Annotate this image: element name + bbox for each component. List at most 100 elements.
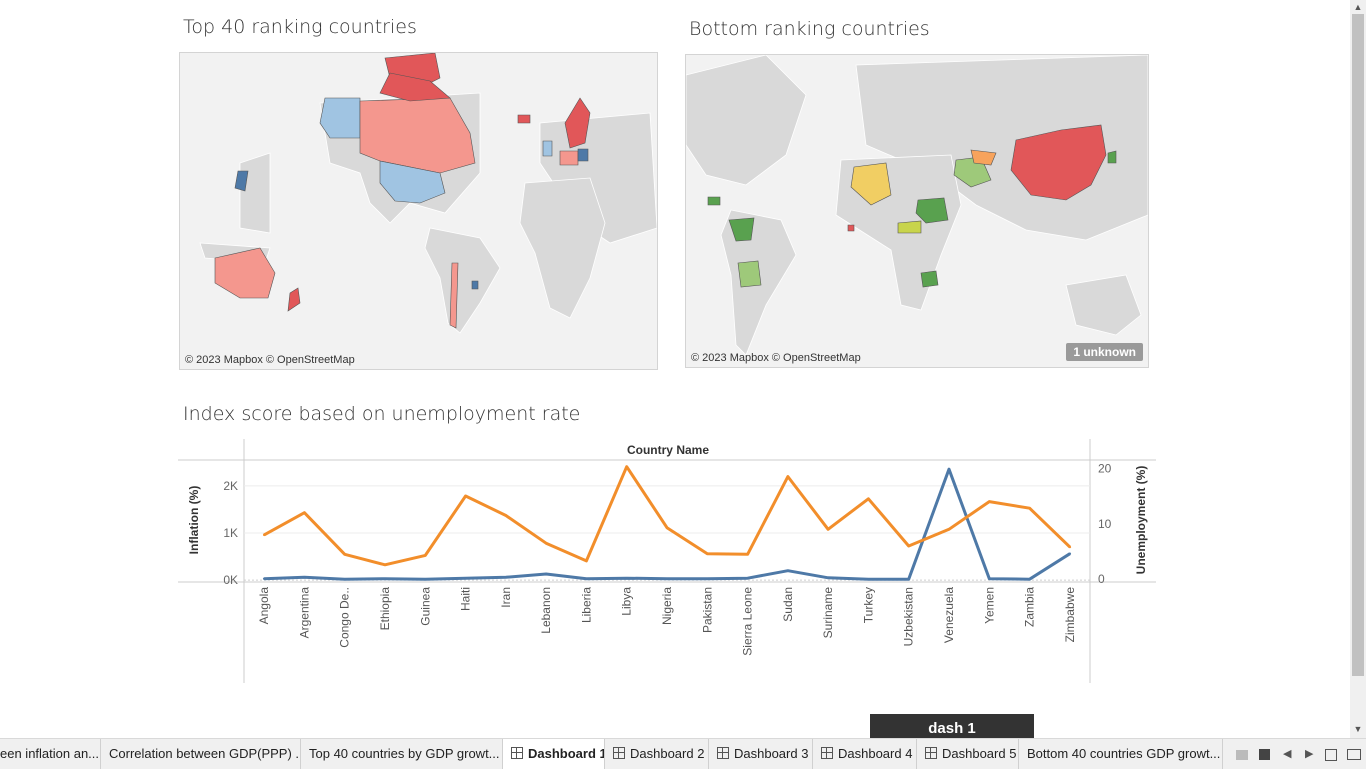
category-label: Sierra Leone: [741, 587, 755, 656]
tab-label: Dashboard 4: [838, 746, 913, 761]
tab-dashboard-4[interactable]: Dashboard 4: [813, 739, 917, 769]
scroll-up-icon[interactable]: ▲: [1353, 2, 1363, 12]
left-tick-label: 0K: [223, 573, 238, 587]
country-usa: [379, 160, 446, 204]
inflation-point: [1028, 577, 1031, 581]
tab-label: Dashboard 2: [630, 746, 705, 761]
category-label: Sudan: [781, 587, 795, 622]
category-label: Haiti: [459, 587, 473, 611]
country-bolivia: [737, 260, 762, 288]
country-uruguay: [471, 280, 479, 290]
category-label: Zambia: [1023, 587, 1037, 627]
category-label: Ethiopia: [378, 587, 392, 631]
country-canada-arctic: [379, 72, 451, 102]
inflation-point: [706, 577, 709, 580]
tab-label: Correlation between GDP(PPP) ...: [109, 746, 301, 761]
inflation-point: [1068, 552, 1072, 555]
unemployment-point: [544, 541, 548, 545]
country-japan: [234, 170, 249, 192]
category-label: Uzbekistan: [902, 587, 916, 646]
country-sudan: [915, 197, 949, 224]
chart-title: Index score based on unemployment rate: [183, 403, 581, 425]
filmstrip-view-icon[interactable]: [1236, 750, 1248, 760]
tab-label: Dashboard 3: [734, 746, 809, 761]
unknown-badge[interactable]: 1 unknown: [1066, 343, 1143, 361]
right-tick-label: 0: [1098, 572, 1105, 586]
inflation-point: [464, 577, 467, 580]
sheet-tab-bar: een inflation an... Correlation between …: [0, 738, 1366, 769]
tab-dashboard-1[interactable]: Dashboard 1: [503, 739, 605, 769]
inflation-point: [303, 576, 306, 579]
country-china: [1010, 124, 1107, 201]
category-label: Pakistan: [700, 587, 714, 633]
line-chart[interactable]: Country Name Inflation (%) Unemployment …: [178, 437, 1158, 687]
inflation-point: [262, 577, 266, 580]
top-map-title: Top 40 ranking countries: [183, 16, 417, 38]
top-ranking-map[interactable]: © 2023 Mapbox © OpenStreetMap: [179, 52, 658, 370]
category-label: Angola: [257, 587, 271, 625]
category-label: Venezuela: [942, 587, 956, 643]
previous-sheet-icon[interactable]: ◀: [1283, 748, 1292, 760]
right-tick-label: 20: [1098, 461, 1112, 475]
inflation-point: [383, 577, 387, 580]
tab-bottom40-gdp[interactable]: Bottom 40 countries GDP growt...: [1019, 739, 1223, 769]
dark-overlay-box[interactable]: dash 1: [870, 714, 1034, 738]
left-tick-label: 2K: [223, 479, 238, 493]
scroll-down-icon[interactable]: ▼: [1353, 724, 1363, 734]
tab-top40-gdp[interactable]: Top 40 countries by GDP growt...: [301, 739, 503, 769]
country-zambia: [920, 270, 939, 288]
inflation-point: [826, 576, 830, 579]
unemployment-point: [665, 526, 669, 529]
tabs-view-icon[interactable]: [1259, 749, 1270, 760]
bottom-ranking-map[interactable]: © 2023 Mapbox © OpenStreetMap 1 unknown: [685, 54, 1149, 368]
inflation-point: [585, 577, 588, 580]
unemployment-point: [504, 514, 508, 517]
tab-dashboard-2[interactable]: Dashboard 2: [605, 739, 709, 769]
category-label: Suriname: [821, 587, 835, 639]
inflation-point: [625, 577, 628, 580]
top-map-attribution: © 2023 Mapbox © OpenStreetMap: [185, 354, 355, 366]
country-iceland: [517, 114, 531, 124]
country-sierra-leone: [847, 224, 855, 232]
category-label: Liberia: [579, 587, 593, 623]
inflation-point: [343, 577, 346, 581]
unemployment-point: [988, 500, 991, 503]
inflation-point: [424, 577, 427, 581]
unemployment-point: [464, 494, 467, 498]
header-country-name: Country Name: [627, 443, 709, 457]
country-australia: [214, 247, 276, 299]
next-sheet-icon[interactable]: ▶: [1305, 748, 1314, 760]
left-axis-label: Inflation (%): [187, 486, 201, 555]
tab-label: Bottom 40 countries GDP growt...: [1027, 746, 1221, 761]
unemployment-point: [1068, 545, 1072, 549]
country-alaska: [319, 97, 361, 139]
vertical-scrollbar[interactable]: ▲ ▼: [1350, 0, 1366, 738]
top-map-canvas: [199, 53, 657, 334]
country-germany: [559, 150, 579, 166]
inflation-point: [544, 572, 548, 576]
land-asia-east: [239, 152, 271, 234]
tab-dashboard-5[interactable]: Dashboard 5: [917, 739, 1019, 769]
inflation-point: [947, 467, 951, 471]
inflation-point: [786, 569, 790, 572]
tab-dashboard-3[interactable]: Dashboard 3: [709, 739, 813, 769]
scroll-thumb[interactable]: [1352, 14, 1364, 676]
presentation-mode-icon[interactable]: [1347, 749, 1361, 760]
unemployment-point: [625, 465, 628, 468]
tab-gdp-correlation[interactable]: Correlation between GDP(PPP) ...: [101, 739, 301, 769]
tab-inflation-sheet[interactable]: een inflation an...: [0, 739, 101, 769]
category-label: Turkey: [861, 587, 875, 623]
tab-label: Top 40 countries by GDP growt...: [309, 746, 500, 761]
unemployment-point: [343, 553, 346, 556]
land-africa: [519, 177, 606, 319]
land-australia: [1065, 274, 1142, 336]
tab-label: Dashboard 1: [528, 746, 605, 761]
inflation-point: [665, 577, 669, 580]
category-label: Nigeria: [660, 587, 674, 625]
fullscreen-icon[interactable]: [1325, 749, 1337, 761]
category-label: Lebanon: [539, 587, 553, 634]
tab-label: een inflation an...: [0, 746, 100, 761]
unemployment-point: [424, 554, 427, 557]
category-label: Congo De..: [338, 587, 352, 648]
land-south-america: [424, 227, 501, 334]
